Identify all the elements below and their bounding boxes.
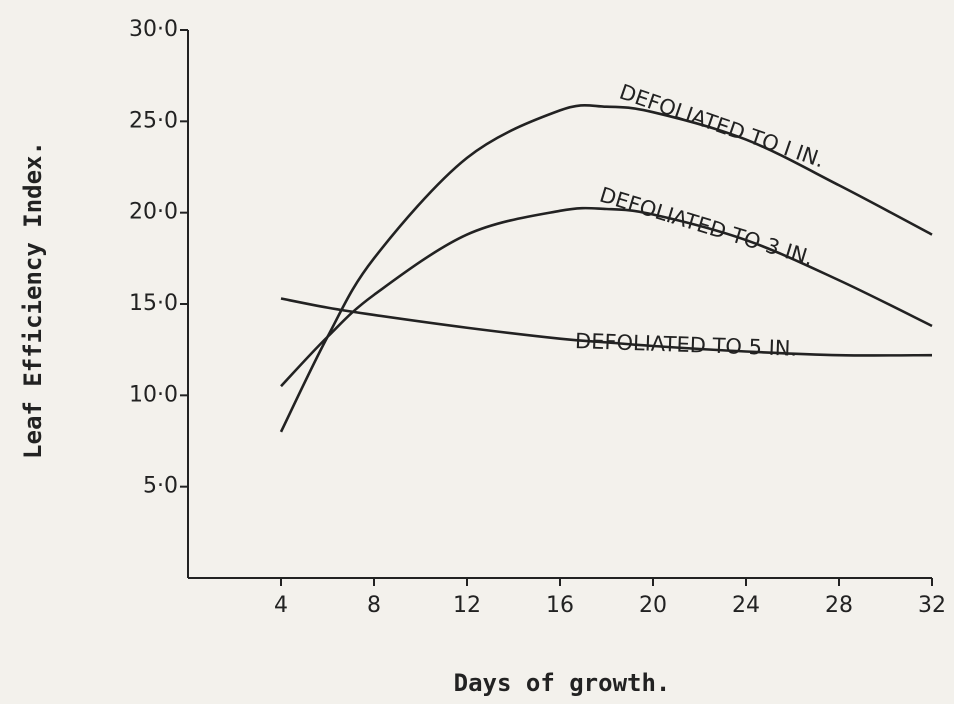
y-axis-label: Leaf Efficiency Index. bbox=[19, 141, 47, 459]
series-line bbox=[280, 297, 933, 357]
x-tick-label: 4 bbox=[274, 593, 288, 618]
x-tick-label: 24 bbox=[732, 593, 760, 618]
y-tick-label: 10·0 bbox=[129, 382, 178, 407]
x-tick-label: 20 bbox=[639, 593, 667, 618]
y-tick-label: 25·0 bbox=[129, 108, 178, 133]
y-tick-label: 30·0 bbox=[129, 17, 178, 42]
x-tick-label: 28 bbox=[825, 593, 853, 618]
y-tick-label: 15·0 bbox=[129, 291, 178, 316]
x-axis-label: Days of growth. bbox=[454, 669, 671, 697]
y-tick-label: 5·0 bbox=[143, 474, 178, 499]
x-tick-label: 8 bbox=[367, 593, 381, 618]
x-tick-label: 32 bbox=[918, 593, 946, 618]
y-tick-label: 20·0 bbox=[129, 200, 178, 225]
x-tick-label: 16 bbox=[546, 593, 574, 618]
x-tick-label: 12 bbox=[453, 593, 481, 618]
series-line bbox=[279, 103, 933, 433]
series-line bbox=[280, 206, 933, 388]
